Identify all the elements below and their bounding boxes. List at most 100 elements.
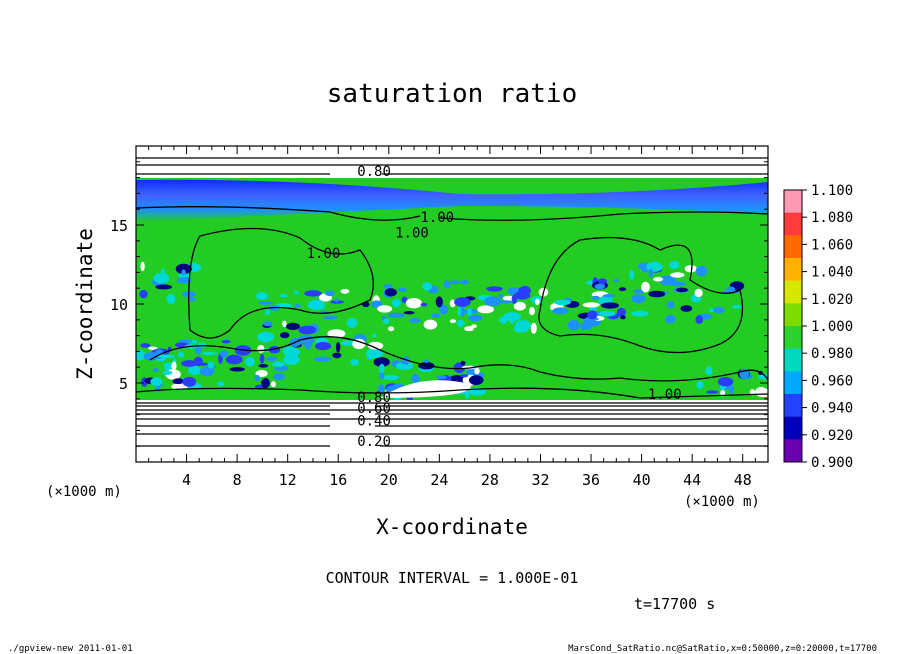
subsaturated-patch [552,307,569,315]
colorbar-swatch [784,394,802,417]
contour-labels: 0.801.001.001.001.000.800.600.400.20 [307,164,682,450]
contour-lines [135,157,769,447]
y-tick-label: 5 [119,375,128,393]
colorbar-swatch [784,416,802,440]
subsaturated-patch [140,261,145,272]
subsaturated-patch [641,281,650,293]
subsaturated-patch [373,357,390,367]
subsaturated-patch [464,326,474,332]
colorbar-label: 0.980 [811,346,853,362]
subsaturated-patch [618,287,627,291]
x-tick-label: 20 [380,471,398,489]
subsaturated-patch [676,287,688,293]
subsaturated-patch [188,365,201,376]
x-tick-label: 32 [531,471,549,489]
contour-line-1-00-inner-c [149,336,769,382]
subsaturated-patch [162,370,173,375]
colorbar-swatch [784,212,802,236]
colorbar-label: 1.100 [811,183,853,199]
subsaturated-patch [217,381,225,387]
subsaturated-patch [397,287,407,293]
subsaturated-patch [436,375,447,379]
field-lower-white-layer [136,400,768,462]
subsaturated-patch [334,298,339,302]
y-axis-label: Z-coordinate [73,228,97,380]
subsaturated-patch [324,290,335,297]
subsaturated-patch [449,319,457,324]
contour-label: 0.80 [357,164,391,180]
subsaturated-patch [266,356,277,362]
subsaturated-patch [431,313,440,319]
subsaturated-patch [484,296,502,307]
subsaturated-patch [257,344,265,353]
subsaturated-patch [694,288,703,298]
subsaturated-patch [148,346,158,350]
subsaturated-patch [457,306,462,317]
subsaturated-patch [755,386,767,397]
subsaturated-patch [273,373,285,381]
subsaturated-patch [620,315,626,320]
subsaturated-patch [372,333,377,338]
subsaturated-patch [383,284,393,289]
subsaturated-patch [659,275,677,286]
subsaturated-patch [225,354,243,365]
subsaturated-patch [176,277,193,284]
subsaturated-patch [178,339,195,343]
subsaturated-patch [282,320,287,328]
subsaturated-patch [166,293,176,305]
subsaturated-patch [391,298,401,308]
x-tick-label: 16 [329,471,347,489]
subsaturated-patch [423,359,429,363]
time-note: t=17700 s [634,595,715,613]
subsaturated-patch [411,373,420,384]
subsaturated-patch [207,361,214,369]
subsaturated-patch [468,375,484,386]
subsaturated-patch [631,294,646,304]
subsaturated-patch [283,354,300,366]
subsaturated-patch [182,376,197,387]
footer-left: ./gpview-new 2011-01-01 [8,644,133,654]
colorbar-label: 0.900 [811,455,853,471]
subsaturated-patch [749,389,756,396]
colorbar-label: 0.960 [811,373,853,389]
subsaturated-patch [528,307,535,316]
subsaturated-patch [229,367,245,372]
subsaturated-patch [409,318,421,324]
subsaturated-patch [377,305,393,313]
subsaturated-patch [153,272,170,284]
subsaturated-patch [381,374,399,381]
subsaturated-patch [152,368,159,373]
subsaturated-patch [602,294,616,298]
x-axis-ticks: 4 8 12 16 20 24 28 32 36 40 44 48 [148,146,756,489]
x-tick-label: 48 [734,471,752,489]
subsaturated-patch [456,319,465,327]
subsaturated-patch [594,283,606,290]
subsaturated-patch [420,302,428,307]
subsaturated-patch [567,320,581,331]
subsaturated-patch [474,367,480,375]
subsaturated-patch [304,338,312,350]
subsaturated-patch [155,284,172,290]
subsaturated-patch [717,377,734,387]
contour-label: 1.00 [307,246,341,262]
colorbar-label: 1.060 [811,237,853,253]
x-tick-label: 24 [430,471,448,489]
colorbar-swatch [784,190,802,213]
subsaturated-patch [255,292,269,300]
subsaturated-patch [272,361,285,368]
subsaturated-patch [684,265,697,273]
subsaturated-patch [172,378,185,385]
y-axis-ticks: 5 10 15 [110,161,768,447]
subsaturated-patch [219,350,228,358]
subsaturated-patch [587,310,598,320]
subsaturated-patch [298,325,317,335]
subsaturated-patch [468,314,483,322]
x-tick-label: 12 [279,471,297,489]
subsaturated-patch [280,332,290,339]
subsaturated-patch [367,341,384,350]
subsaturated-patch [499,300,513,304]
subsaturated-patch [438,304,449,315]
subsaturated-patch [157,354,175,359]
subsaturated-patch [259,353,265,364]
